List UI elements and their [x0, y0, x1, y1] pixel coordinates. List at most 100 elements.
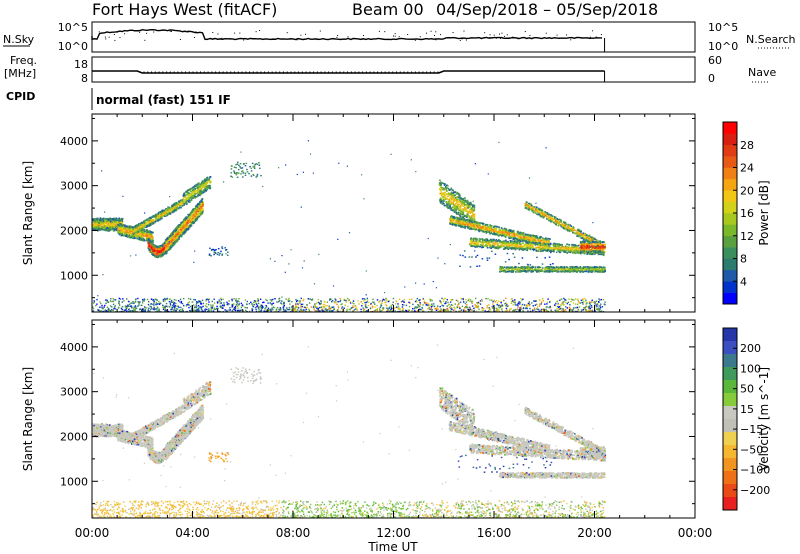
echo-cell — [439, 189, 441, 191]
nave-dot — [366, 72, 367, 73]
echo-cell — [113, 218, 115, 220]
echo-cell — [146, 229, 148, 231]
echo-cell — [176, 207, 178, 209]
echo-cell — [114, 218, 116, 220]
echo-cell — [462, 211, 464, 213]
echo-cell — [173, 245, 175, 247]
echo-cell — [177, 227, 179, 229]
echo-cell — [486, 232, 488, 234]
echo-cell — [155, 219, 157, 221]
echo-cell — [450, 193, 452, 195]
echo-cell — [492, 233, 494, 235]
echo-cell — [511, 237, 513, 239]
echo-cell — [133, 236, 135, 238]
echo-cell — [101, 225, 103, 227]
echo-cell — [218, 248, 220, 249]
echo-cell — [201, 201, 203, 203]
echo-cell — [196, 196, 198, 198]
echo-cell — [189, 227, 191, 229]
nsky-dot — [243, 40, 244, 41]
nave-dot — [151, 72, 152, 73]
echo-cell — [186, 230, 188, 232]
echo-cell — [163, 214, 165, 216]
nsky-dot — [259, 30, 260, 31]
echo-cell — [187, 220, 189, 222]
nsky-dot — [320, 31, 321, 32]
echo-cell — [540, 239, 542, 241]
echo-cell — [243, 172, 245, 173]
echo-cell — [463, 222, 465, 224]
echo-cell — [130, 228, 132, 230]
echo-cell — [219, 254, 221, 255]
echo-cell — [208, 178, 210, 180]
echo-cell — [447, 185, 449, 187]
echo-cell — [120, 225, 122, 227]
echo-cell — [233, 170, 235, 171]
echo-cell — [102, 218, 104, 220]
echo-cell — [486, 227, 488, 229]
echo-cell — [460, 207, 462, 209]
echo-cell — [220, 251, 222, 252]
echo-cell — [149, 246, 151, 248]
echo-cell — [197, 203, 199, 205]
echo-cell — [443, 200, 445, 202]
nsky-dot — [570, 39, 571, 40]
echo-cell — [166, 209, 168, 211]
echo-cell — [456, 192, 458, 194]
nave-dot — [193, 72, 194, 73]
echo-cell — [185, 199, 187, 201]
nave-dot — [223, 72, 224, 73]
echo-cell — [214, 252, 216, 253]
echo-cell — [458, 206, 460, 208]
echo-cell — [206, 186, 208, 188]
echo-cell — [153, 252, 155, 254]
echo-cell — [137, 225, 139, 227]
echo-cell — [198, 205, 200, 207]
echo-cell — [178, 207, 180, 209]
echo-cell — [151, 236, 153, 238]
nave-label: Nave — [748, 66, 776, 79]
echo-cell — [450, 189, 452, 191]
echo-cell — [252, 163, 254, 164]
nsky-dot — [212, 32, 213, 33]
echo-cell — [454, 194, 456, 196]
echo-cell — [446, 198, 448, 200]
echo-cell — [460, 216, 462, 218]
echo-cell — [469, 205, 471, 207]
echo-cell — [188, 200, 190, 202]
nave-dot — [411, 72, 412, 73]
echo-cell — [147, 226, 149, 228]
echo-cell — [464, 201, 466, 203]
nsky-dot — [287, 32, 288, 33]
echo-cell — [253, 174, 255, 175]
echo-cell — [455, 203, 457, 205]
nave-dot — [302, 72, 303, 73]
echo-cell — [204, 179, 206, 181]
echo-cell — [452, 202, 454, 204]
echo-cell — [160, 211, 162, 213]
echo-cell — [135, 235, 137, 237]
echo-cell — [154, 217, 156, 219]
echo-cell — [538, 240, 540, 242]
echo-cell — [182, 205, 184, 207]
echo-cell — [113, 228, 115, 230]
echo-cell — [457, 207, 459, 209]
echo-cell — [458, 194, 460, 196]
echo-cell — [245, 165, 247, 166]
echo-cell — [492, 229, 494, 231]
echo-cell — [142, 225, 144, 227]
echo-cell — [471, 220, 473, 222]
nave-dot — [351, 72, 352, 73]
nsky-dot — [363, 35, 364, 36]
nave-dot — [407, 72, 408, 73]
echo-cell — [238, 169, 240, 170]
echo-cell — [180, 227, 182, 229]
echo-cell — [237, 177, 239, 178]
nave-dot — [309, 72, 310, 73]
echo-cell — [442, 193, 444, 195]
echo-cell — [482, 231, 484, 233]
echo-cell — [144, 240, 146, 242]
echo-cell — [530, 235, 532, 237]
echo-cell — [193, 186, 195, 188]
echo-cell — [173, 207, 175, 209]
